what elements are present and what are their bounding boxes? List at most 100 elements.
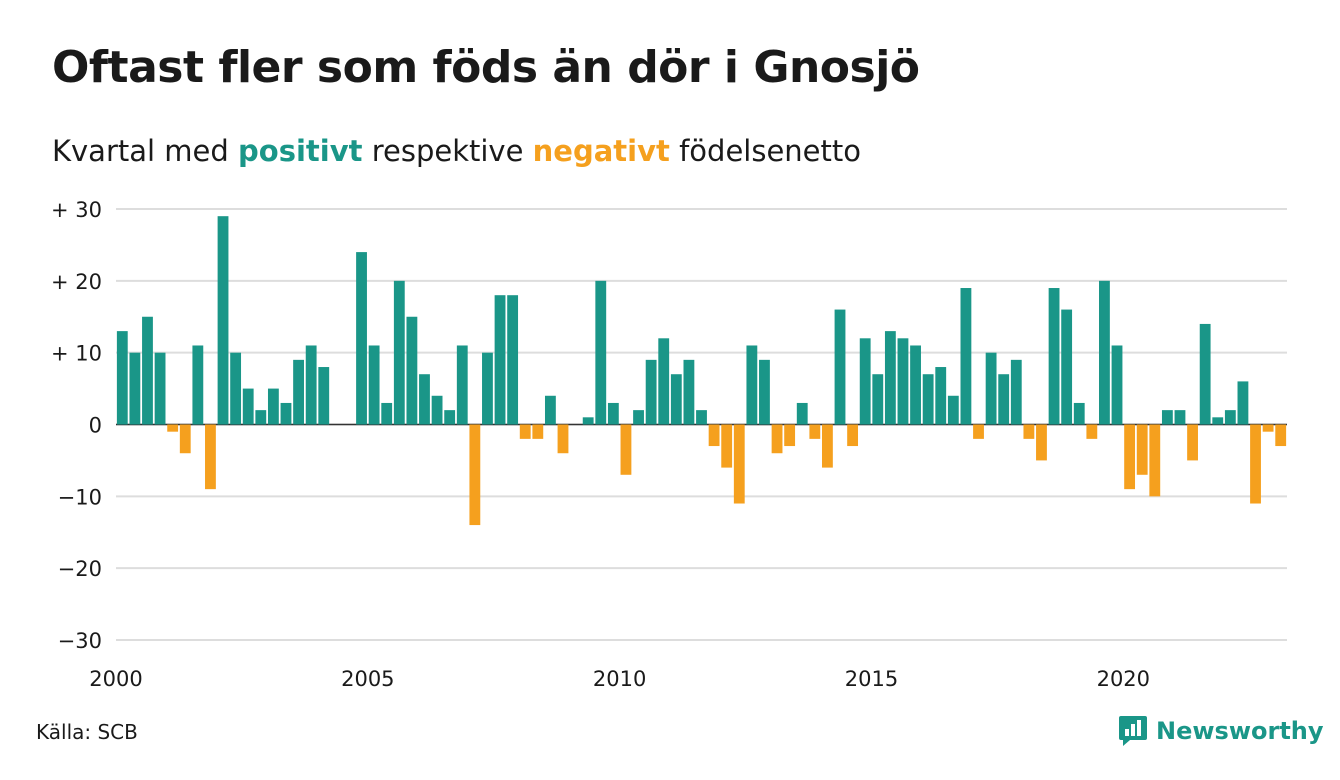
bar-positive (1212, 417, 1224, 425)
x-tick-label: 2015 (845, 667, 898, 691)
bar-positive (859, 338, 871, 425)
bar-positive (116, 331, 128, 425)
bar-positive (381, 402, 393, 425)
bar-positive (393, 280, 405, 425)
bar-positive (1224, 410, 1236, 425)
bar-positive (985, 352, 997, 425)
subtitle-middle: respektive (371, 134, 524, 168)
bar-negative (519, 424, 531, 439)
bar-positive (293, 359, 304, 425)
bar-negative (620, 424, 632, 475)
bar-positive (482, 352, 493, 425)
bar-negative (1124, 424, 1136, 490)
bar-negative (708, 424, 720, 447)
bar-positive (1161, 410, 1173, 425)
x-tick-label: 2000 (89, 667, 142, 691)
bar-positive (796, 402, 808, 425)
y-tick-label: −20 (58, 557, 102, 581)
bar-negative (1149, 424, 1161, 497)
bar-positive (267, 388, 279, 425)
bar-negative (557, 424, 569, 454)
subtitle-positive-word: positivt (238, 134, 363, 168)
bar-positive (897, 338, 909, 425)
bar-positive (582, 417, 594, 425)
bar-positive (595, 280, 607, 425)
bar-positive (696, 410, 707, 425)
bar-negative (1187, 424, 1198, 461)
bar-positive (406, 316, 418, 425)
bar-positive (1010, 359, 1022, 425)
bar-positive (1099, 280, 1110, 425)
bar-negative (733, 424, 745, 504)
bar-positive (746, 345, 758, 425)
bar-negative (771, 424, 783, 454)
bar-negative (809, 424, 821, 439)
bar-positive (142, 316, 153, 425)
bar-positive (230, 352, 242, 425)
bar-positive (456, 345, 468, 425)
bar-positive (607, 402, 619, 425)
subtitle-suffix: födelsenetto (679, 134, 861, 168)
brand-name: Newsworthy (1156, 717, 1324, 745)
bar-positive (242, 388, 254, 425)
chart-title: Oftast fler som föds än dör i Gnosjö (52, 42, 920, 93)
y-tick-label: −30 (58, 629, 102, 653)
bar-positive (960, 288, 972, 425)
x-tick-label: 2010 (593, 667, 646, 691)
bar-negative (784, 424, 796, 447)
axis-labels: + 30 + 20 + 10 0 −10 −20 −30 2000 2005 2010 2015 20… (51, 198, 1150, 691)
bar-negative (1086, 424, 1098, 439)
bar-positive (192, 345, 204, 425)
bar-positive (444, 410, 456, 425)
bar-positive (910, 345, 921, 425)
bar-positive (947, 395, 959, 425)
bars (116, 216, 1287, 526)
bar-negative (167, 424, 179, 432)
bar-negative (205, 424, 216, 490)
bar-positive (998, 374, 1010, 425)
bar-positive (544, 395, 556, 425)
bar-positive (683, 359, 695, 425)
bar-negative (1136, 424, 1148, 475)
bar-positive (280, 402, 292, 425)
bar-positive (935, 367, 947, 425)
bar-positive (1174, 410, 1186, 425)
bar-positive (834, 309, 846, 425)
bar-negative (973, 424, 984, 439)
subtitle-negative-word: negativt (532, 134, 670, 168)
bar-positive (318, 367, 330, 425)
bar-positive (1111, 345, 1123, 425)
bar-positive (1048, 288, 1060, 425)
bar-positive (922, 374, 934, 425)
bar-negative (179, 424, 191, 454)
bar-positive (305, 345, 317, 425)
bar-negative (1023, 424, 1035, 439)
bar-positive (255, 410, 267, 425)
y-tick-label: + 10 (51, 342, 102, 366)
bar-positive (419, 374, 430, 425)
bar-positive (658, 338, 670, 425)
bar-positive (670, 374, 682, 425)
bar-positive (217, 216, 229, 425)
bar-negative (1250, 424, 1261, 504)
bar-positive (1061, 309, 1073, 425)
bar-positive (884, 331, 896, 425)
bar-negative (847, 424, 859, 447)
source-note: Källa: SCB (36, 720, 138, 744)
bar-positive (1199, 323, 1211, 425)
y-tick-label: + 20 (51, 270, 102, 294)
brand-logo: Newsworthy (1118, 714, 1324, 748)
bar-negative (1036, 424, 1047, 461)
bar-positive (494, 295, 506, 425)
bar-negative (469, 424, 481, 526)
y-tick-label: + 30 (51, 198, 102, 222)
bar-positive (507, 295, 519, 425)
subtitle-prefix: Kvartal med (52, 134, 229, 168)
bar-positive (129, 352, 141, 425)
y-tick-label: 0 (89, 414, 102, 438)
bar-positive (431, 395, 443, 425)
bar-positive (1073, 402, 1085, 425)
bar-negative (721, 424, 733, 468)
bar-negative (532, 424, 544, 439)
